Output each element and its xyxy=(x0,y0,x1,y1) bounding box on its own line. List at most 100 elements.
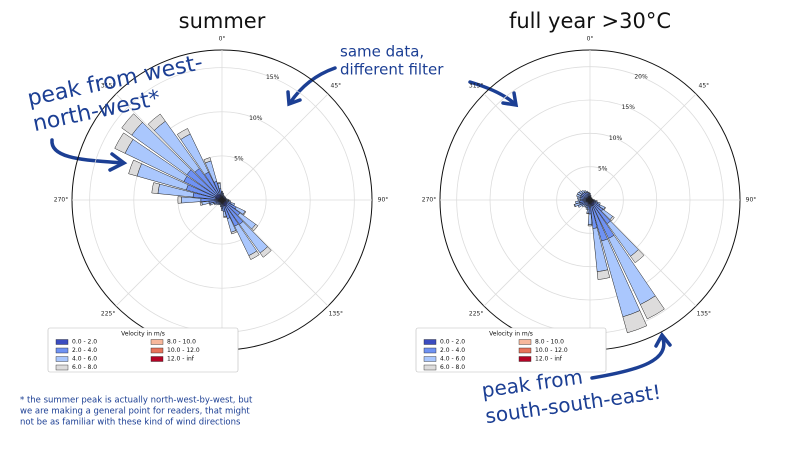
wind-bar xyxy=(223,215,227,218)
legend-label: 4.0 - 6.0 xyxy=(440,356,465,363)
wind-bar xyxy=(114,132,134,154)
grid-spoke xyxy=(589,199,697,307)
r-tick-label: 15% xyxy=(622,104,636,111)
legend-swatch xyxy=(518,339,532,345)
wind-bar xyxy=(585,190,589,194)
arrow xyxy=(590,334,666,380)
wind-bar xyxy=(222,192,225,195)
arrow-head xyxy=(654,331,672,348)
wind-bar xyxy=(242,210,247,216)
angle-label: 0° xyxy=(219,36,226,43)
wind-bar xyxy=(587,224,593,227)
arrow xyxy=(50,138,124,165)
angle-label: 135° xyxy=(697,310,711,317)
grid-spoke xyxy=(483,199,591,307)
wind-bar xyxy=(596,269,611,280)
legend-title: Velocity in m/s xyxy=(121,331,165,338)
wind-bar xyxy=(259,246,272,258)
wind-bar xyxy=(181,196,202,204)
r-tick-label: 10% xyxy=(609,135,623,142)
wind-bar xyxy=(208,203,212,206)
angle-label: 135° xyxy=(329,310,343,317)
angle-label: 90° xyxy=(746,197,757,204)
legend-label: 8.0 - 10.0 xyxy=(167,339,196,346)
legend-label: 12.0 - inf xyxy=(167,356,195,363)
wind-bar xyxy=(576,193,582,198)
wind-bar xyxy=(577,196,582,200)
wind-bar xyxy=(177,196,182,204)
annotation: * the summer peak is actually north-west… xyxy=(20,396,253,406)
wind-bar xyxy=(230,202,236,206)
arrow-head xyxy=(286,90,302,107)
wind-bar xyxy=(630,249,645,264)
angle-label: 90° xyxy=(378,197,389,204)
legend-swatch xyxy=(423,347,437,354)
wind-bar xyxy=(219,205,222,208)
chart-title: summer xyxy=(179,9,266,33)
legend-swatch xyxy=(150,347,164,354)
wind-bar xyxy=(581,189,585,194)
legend-label: 10.0 - 12.0 xyxy=(167,347,200,354)
wind-bar xyxy=(221,190,223,193)
angle-label: 315° xyxy=(469,83,483,90)
wind-bar xyxy=(199,201,203,206)
wind-bar xyxy=(128,159,142,177)
wind-bar xyxy=(573,204,576,208)
wind-bar xyxy=(577,203,583,208)
chart-title: full year >30°C xyxy=(509,9,671,33)
annotation: we are making a general point for reader… xyxy=(20,407,250,417)
legend-label: 6.0 - 8.0 xyxy=(440,364,465,371)
legend-swatch xyxy=(55,347,69,354)
wind-bar xyxy=(217,182,221,185)
legend-swatch xyxy=(423,356,437,362)
arrow xyxy=(468,80,517,106)
legend-label: 6.0 - 8.0 xyxy=(72,364,97,371)
wind-bar xyxy=(227,199,230,201)
legend-box xyxy=(415,327,607,373)
arrow xyxy=(288,66,337,105)
wind-bar xyxy=(220,208,224,211)
wind-bar xyxy=(583,190,587,194)
r-tick-label: 10% xyxy=(249,115,263,122)
wind-bar xyxy=(577,198,581,202)
wind-bar xyxy=(230,230,237,235)
legend-label: 8.0 - 10.0 xyxy=(535,339,564,346)
wind-bar xyxy=(176,128,191,140)
angle-label: 270° xyxy=(422,197,436,204)
wind-bar xyxy=(587,191,590,194)
wind-bar xyxy=(587,213,593,225)
r-tick-label: 5% xyxy=(234,156,244,163)
legend-label: 0.0 - 2.0 xyxy=(440,339,465,346)
grid-spoke xyxy=(221,93,329,201)
legend-swatch xyxy=(518,356,532,362)
legend-label: 12.0 - inf xyxy=(535,356,563,363)
arrow-head xyxy=(108,152,128,172)
legend-swatch xyxy=(150,339,164,345)
legend-label: 10.0 - 12.0 xyxy=(535,347,568,354)
legend-swatch xyxy=(423,364,437,371)
r-tick-label: 15% xyxy=(266,74,280,81)
legend-box xyxy=(47,327,239,373)
r-tick-label: 20% xyxy=(634,73,648,80)
wind-bar xyxy=(575,200,580,204)
wind-bar xyxy=(147,113,166,131)
wind-bar xyxy=(589,195,592,198)
angle-label: 0° xyxy=(587,36,594,43)
legend-title: Velocity in m/s xyxy=(489,331,533,338)
grid-spoke xyxy=(115,199,223,307)
legend-label: 2.0 - 4.0 xyxy=(440,347,465,354)
legend-label: 4.0 - 6.0 xyxy=(72,356,97,363)
legend-swatch xyxy=(423,339,437,345)
wind-bar xyxy=(577,191,583,196)
wind-bar xyxy=(585,206,589,210)
wind-bar xyxy=(203,157,212,164)
legend-swatch xyxy=(55,364,69,371)
arrows xyxy=(50,66,672,380)
legend-label: 0.0 - 2.0 xyxy=(72,339,97,346)
legend-swatch xyxy=(518,347,532,354)
wind-bar xyxy=(201,201,210,206)
arrow-head xyxy=(501,91,519,108)
legend-swatch xyxy=(55,356,69,362)
annotation: different filter xyxy=(340,61,444,79)
wind-bar xyxy=(151,182,160,194)
